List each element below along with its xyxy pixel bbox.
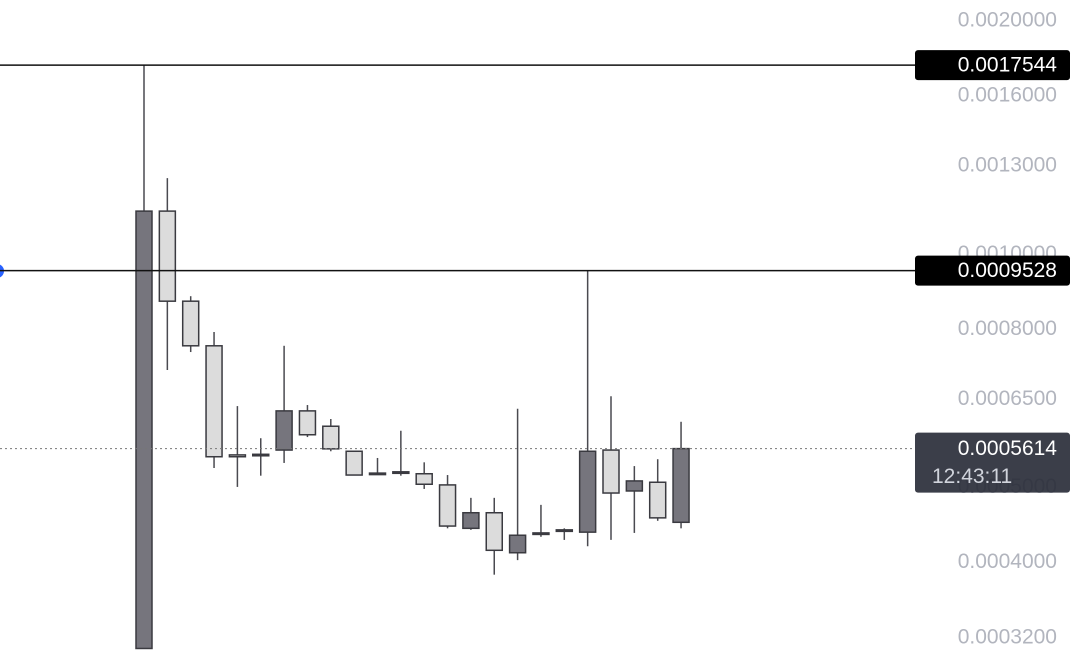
y-tick-label: 0.0008000 [958,317,1057,340]
candle-body [228,454,247,458]
y-tick-label: 0.0003200 [958,625,1057,648]
candle-body [158,210,177,302]
candle-body [392,471,410,475]
candle-body [625,480,644,492]
candle-body [555,529,574,533]
candle-body [322,425,340,450]
candle-body [135,210,153,650]
price-label-box [915,50,1070,81]
candle-body [415,472,433,485]
candle-body [578,450,597,533]
candle-body [438,484,457,527]
price-label-box [915,255,1070,286]
candle-body [181,300,200,347]
candle-body [368,472,387,476]
y-tick-label: 0.0006500 [958,387,1057,410]
candle-body [648,481,667,519]
candle-body [252,453,270,457]
y-tick-label: 0.0020000 [958,9,1057,32]
candle-body [485,511,503,552]
y-tick-label: 0.0013000 [958,154,1057,177]
candle-body [672,447,690,524]
candle-body [602,449,620,494]
candle-body [532,532,550,536]
y-tick-label: 0.0004000 [958,550,1057,573]
y-tick-label: 0.0016000 [958,84,1057,107]
candle-body [508,534,527,554]
current-price-label: 0.0005614 [958,437,1058,460]
candle-body [298,410,317,436]
current-price-box [915,432,1070,493]
current-price-time: 12:43:11 [932,465,1012,488]
price-label: 0.0017544 [958,54,1058,77]
candle-body [205,345,223,458]
candle-body [275,410,293,451]
candle-body [462,511,480,530]
candle-body [345,450,363,476]
price-label: 0.0009528 [958,259,1057,282]
